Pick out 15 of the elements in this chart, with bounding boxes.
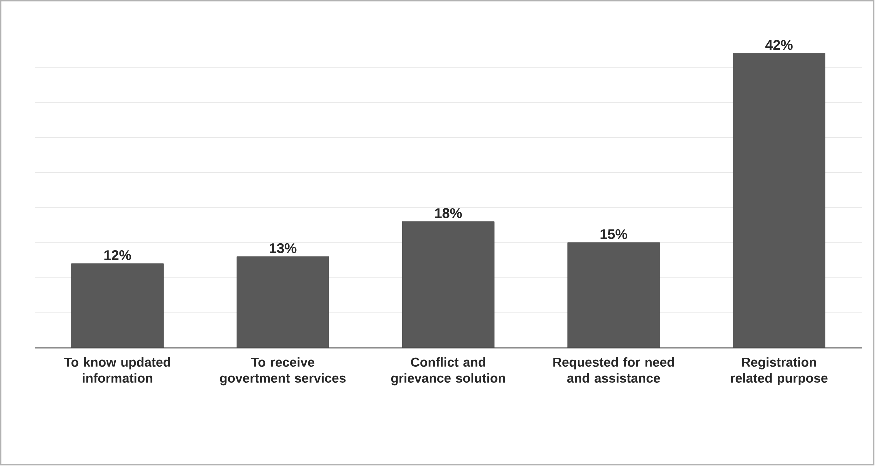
x-tick-label: Conflict and grievance solution [391,358,506,386]
x-tick-label: Registration related purpose [731,358,828,386]
data-label: 42% [766,40,793,50]
bar [733,53,826,348]
bar [568,242,660,348]
data-label: 13% [270,243,297,254]
x-tick-label: To know updated information [64,358,170,383]
bar [236,256,330,348]
data-label: 12% [104,250,132,260]
bar [72,264,164,348]
bar [402,222,495,348]
x-tick-label: To receive govertment services [220,358,346,386]
data-label: 18% [435,208,462,218]
x-tick-label: Requested for need and assistance [554,358,674,383]
data-label: 15% [600,230,628,240]
